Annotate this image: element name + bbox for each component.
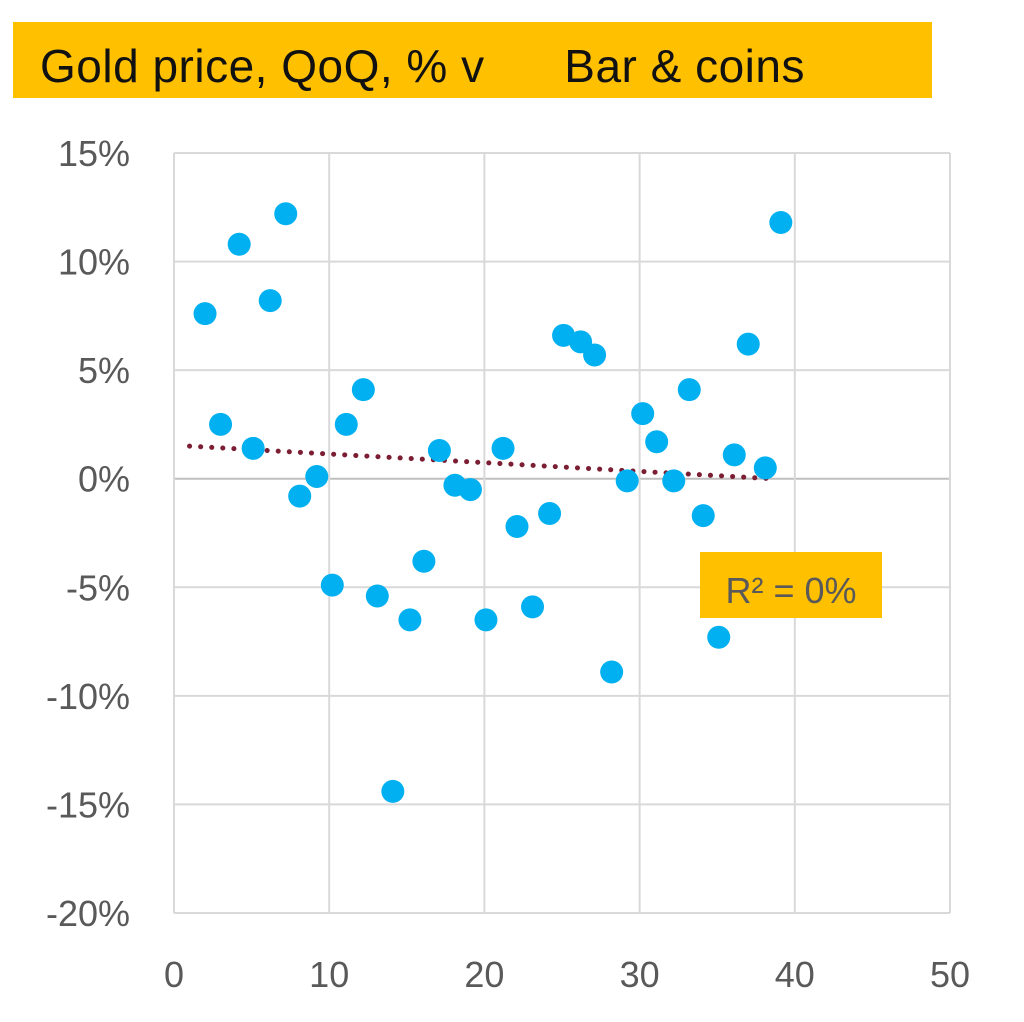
y-tick-label: -10% <box>46 676 130 717</box>
data-point <box>677 378 701 402</box>
data-point <box>505 514 529 538</box>
data-point <box>600 660 624 684</box>
data-point <box>227 232 251 256</box>
r-squared-annotation: R² = 0% <box>700 552 882 618</box>
data-point <box>193 302 217 326</box>
axis-ticks: 15% 10% 5% 0% -5% -10% -15% -20% 0 10 20 30 40 50 <box>46 133 970 995</box>
data-points <box>193 202 793 803</box>
data-point <box>662 469 686 493</box>
y-tick-label: -5% <box>66 567 130 608</box>
trendline <box>187 443 775 482</box>
y-tick-label: -20% <box>46 893 130 934</box>
data-point <box>583 343 607 367</box>
data-point <box>491 436 515 460</box>
x-tick-label: 30 <box>620 954 660 995</box>
r-squared-box <box>700 552 882 618</box>
data-point <box>412 549 436 573</box>
y-tick-label: -15% <box>46 784 130 825</box>
data-point <box>769 210 793 234</box>
x-tick-label: 20 <box>464 954 504 995</box>
r-squared-label: R² = 0% <box>725 570 856 611</box>
y-tick-label: 0% <box>78 459 130 500</box>
data-point <box>258 289 282 313</box>
data-point <box>753 456 777 480</box>
title-banner <box>13 22 932 98</box>
data-point <box>615 469 639 493</box>
data-point <box>305 465 329 489</box>
x-tick-label: 50 <box>930 954 970 995</box>
x-tick-label: 40 <box>775 954 815 995</box>
x-tick-label: 10 <box>309 954 349 995</box>
x-tick-label: 0 <box>164 954 184 995</box>
data-point <box>351 378 375 402</box>
data-point <box>427 438 451 462</box>
data-point <box>736 332 760 356</box>
y-tick-label: 10% <box>58 242 130 283</box>
data-point <box>365 584 389 608</box>
data-point <box>241 436 265 460</box>
data-point <box>209 412 233 436</box>
data-point <box>288 484 312 508</box>
data-point <box>631 402 655 426</box>
data-point <box>474 608 498 632</box>
data-point <box>381 779 405 803</box>
data-point <box>320 573 344 597</box>
data-point <box>274 202 298 226</box>
data-point <box>691 504 715 528</box>
grid <box>173 152 951 914</box>
data-point <box>538 501 562 525</box>
data-point <box>334 412 358 436</box>
data-point <box>521 595 545 619</box>
data-point <box>458 478 482 502</box>
data-point <box>722 443 746 467</box>
trendline-group <box>187 443 775 482</box>
data-point <box>645 430 669 454</box>
chart-title: Gold price, QoQ, % v Bar & coins <box>40 40 805 92</box>
data-point <box>398 608 422 632</box>
y-tick-label: 5% <box>78 350 130 391</box>
y-tick-label: 15% <box>58 133 130 174</box>
data-point <box>707 625 731 649</box>
